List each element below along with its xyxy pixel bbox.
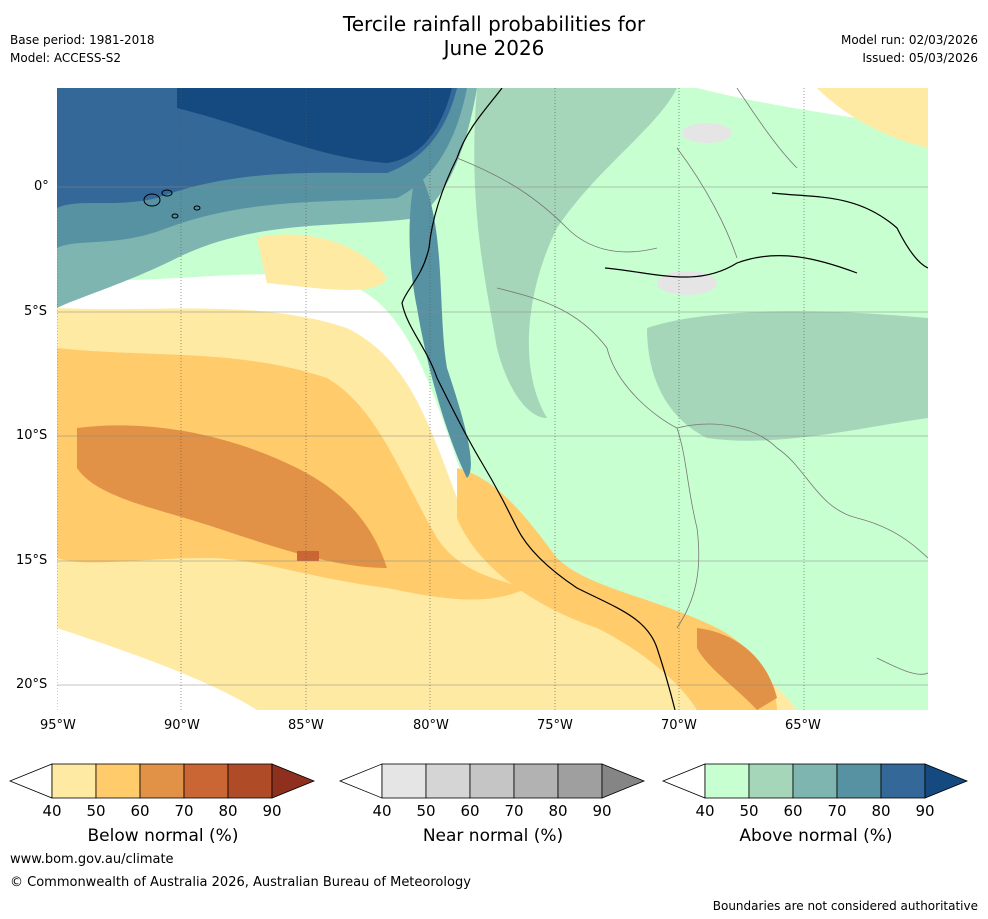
map-svg (57, 88, 928, 710)
colorbar-tick-label: 70 (504, 802, 524, 820)
footer-url: www.bom.gov.au/climate (10, 852, 174, 867)
colorbar-tick-label: 50 (739, 802, 759, 820)
lat-label-15s: 15°S (16, 553, 48, 568)
colorbar-tick-label: 60 (130, 802, 150, 820)
colorbar-tick-label: 90 (915, 802, 935, 820)
colorbar-tick-label: 60 (783, 802, 803, 820)
title-line-1: Tercile rainfall probabilities for (342, 12, 646, 36)
country-borders (456, 88, 928, 675)
colorbar-tick-label: 90 (262, 802, 282, 820)
colorbar-tick-label: 40 (695, 802, 715, 820)
colorbar-segment (704, 763, 750, 799)
colorbar-under-triangle (338, 763, 383, 799)
base-period-text: Base period: 1981-2018 (10, 33, 155, 47)
lat-label-5s: 5°S (24, 304, 48, 319)
legend-near-normal: Near normal (%) 40 50 60 70 80 90 (338, 762, 648, 852)
map-gridlines (57, 186, 928, 686)
region-below-ne (817, 88, 928, 148)
lon-label-65w: 65°W (785, 718, 821, 733)
title-line-2: June 2026 (443, 36, 545, 60)
map-title: Tercile rainfall probabilities for June … (0, 12, 988, 60)
colorbar-segment (836, 763, 882, 799)
region-below-70 (297, 551, 319, 561)
footer-disclaimer: Boundaries are not considered authoritat… (712, 899, 978, 913)
probability-map (57, 88, 928, 710)
header-meta-right: Model run: 02/03/2026 Issued: 05/03/2026 (841, 31, 978, 67)
region-near-b (657, 271, 717, 295)
legend-title-above: Above normal (%) (739, 826, 893, 846)
lat-label-20s: 20°S (16, 677, 48, 692)
colorbar-tick-label: 70 (174, 802, 194, 820)
colorbar-tick-label: 80 (548, 802, 568, 820)
legend-above-normal: Above normal (%) 40 50 60 70 80 90 (661, 762, 971, 852)
colorbar-tick-label: 90 (592, 802, 612, 820)
colorbar-segment (792, 763, 838, 799)
colorbar-tick-label: 40 (42, 802, 62, 820)
colorbar-segment (51, 763, 97, 799)
colorbar-segment (381, 763, 427, 799)
colorbar-segment (183, 763, 229, 799)
colorbar-above (661, 763, 969, 799)
region-above-50-land (474, 88, 677, 418)
lon-label-75w: 75°W (537, 718, 573, 733)
lon-label-90w: 90°W (164, 718, 200, 733)
legend-title-near: Near normal (%) (422, 826, 564, 846)
lon-label-70w: 70°W (661, 718, 697, 733)
colorbar-under-triangle (661, 763, 706, 799)
coastline (401, 88, 676, 710)
lat-label-10s: 10°S (16, 428, 48, 443)
colorbar-segment (227, 763, 273, 799)
colorbar-below (8, 763, 316, 799)
amazon-river (771, 192, 928, 269)
colorbar-segment (513, 763, 559, 799)
region-below-50b (457, 468, 777, 710)
colorbar-tick-label: 80 (218, 802, 238, 820)
region-below-60 (77, 425, 387, 568)
legend-title-below: Below normal (%) (87, 826, 239, 846)
colorbar-tick-label: 50 (416, 802, 436, 820)
legend-below-normal: Below normal (%) 40 50 60 70 80 90 (8, 762, 318, 852)
colorbar-segment (557, 763, 603, 799)
colorbar-near (338, 763, 646, 799)
galapagos-islands (143, 189, 201, 219)
model-run-text: Model run: 02/03/2026 (840, 33, 978, 47)
model-text: Model: ACCESS-S2 (10, 51, 122, 65)
lon-label-80w: 80°W (413, 718, 449, 733)
colorbar-segment (469, 763, 515, 799)
colorbar-tick-label: 70 (827, 802, 847, 820)
colorbar-tick-label: 50 (86, 802, 106, 820)
region-above-coastal (409, 168, 471, 478)
colorbar-over-triangle (271, 763, 316, 799)
colorbar-segment (139, 763, 185, 799)
colorbar-over-triangle (924, 763, 969, 799)
colorbar-under-triangle (8, 763, 53, 799)
colorbar-segment (425, 763, 471, 799)
colorbar-tick-label: 60 (460, 802, 480, 820)
colorbar-segment (880, 763, 926, 799)
colorbar-segment (95, 763, 141, 799)
region-above-50-east (647, 311, 928, 441)
region-below-40b (257, 234, 387, 290)
amazon-river-west (604, 254, 858, 278)
lon-label-85w: 85°W (288, 718, 324, 733)
lat-label-0: 0° (34, 179, 49, 194)
colorbar-tick-label: 80 (871, 802, 891, 820)
lon-label-95w: 95°W (40, 718, 76, 733)
region-below-60b (697, 628, 777, 710)
colorbar-segment (748, 763, 794, 799)
colorbar-over-triangle (601, 763, 646, 799)
colorbar-tick-label: 40 (372, 802, 392, 820)
region-above-90 (177, 88, 452, 163)
header-meta-left: Base period: 1981-2018 Model: ACCESS-S2 (10, 31, 155, 67)
footer-copyright: © Commonwealth of Australia 2026, Austra… (10, 875, 471, 890)
issued-text: Issued: 05/03/2026 (862, 51, 978, 65)
region-near-a (682, 123, 732, 143)
